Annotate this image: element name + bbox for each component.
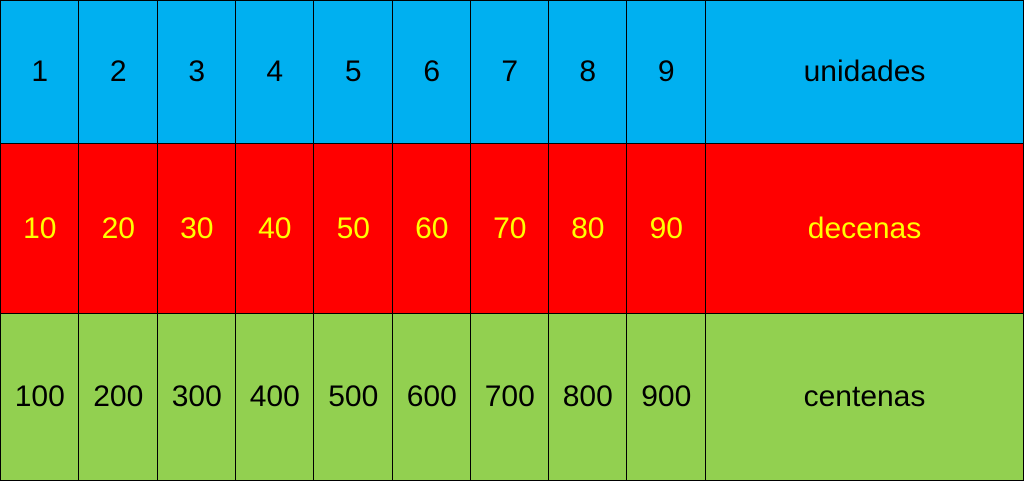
- table-cell: 2: [78, 0, 159, 145]
- table-cell: 1: [0, 0, 80, 145]
- table-cell: 200: [78, 313, 159, 481]
- table-cell: 50: [313, 143, 394, 315]
- table-cell: 400: [235, 313, 315, 481]
- table-cell: 100: [0, 313, 80, 481]
- table-cell: 6: [392, 0, 472, 145]
- table-cell: 3: [157, 0, 237, 145]
- table-cell: 8: [548, 0, 628, 145]
- table-cell: 80: [548, 143, 628, 315]
- table-cell: 10: [0, 143, 80, 315]
- table-cell: 500: [313, 313, 394, 481]
- table-cell: 20: [78, 143, 159, 315]
- row-label: decenas: [705, 143, 1024, 315]
- table-cell: 90: [626, 143, 707, 315]
- table-cell: 5: [313, 0, 394, 145]
- table-cell: 9: [626, 0, 707, 145]
- table-cell: 4: [235, 0, 315, 145]
- table-cell: 30: [157, 143, 237, 315]
- table-cell: 800: [548, 313, 628, 481]
- row-label: unidades: [705, 0, 1024, 145]
- table-cell: 70: [470, 143, 550, 315]
- table-cell: 600: [392, 313, 472, 481]
- row-label: centenas: [705, 313, 1024, 481]
- table-cell: 60: [392, 143, 472, 315]
- table-cell: 300: [157, 313, 237, 481]
- table-cell: 40: [235, 143, 315, 315]
- table-cell: 900: [626, 313, 707, 481]
- table-cell: 700: [470, 313, 550, 481]
- table-cell: 7: [470, 0, 550, 145]
